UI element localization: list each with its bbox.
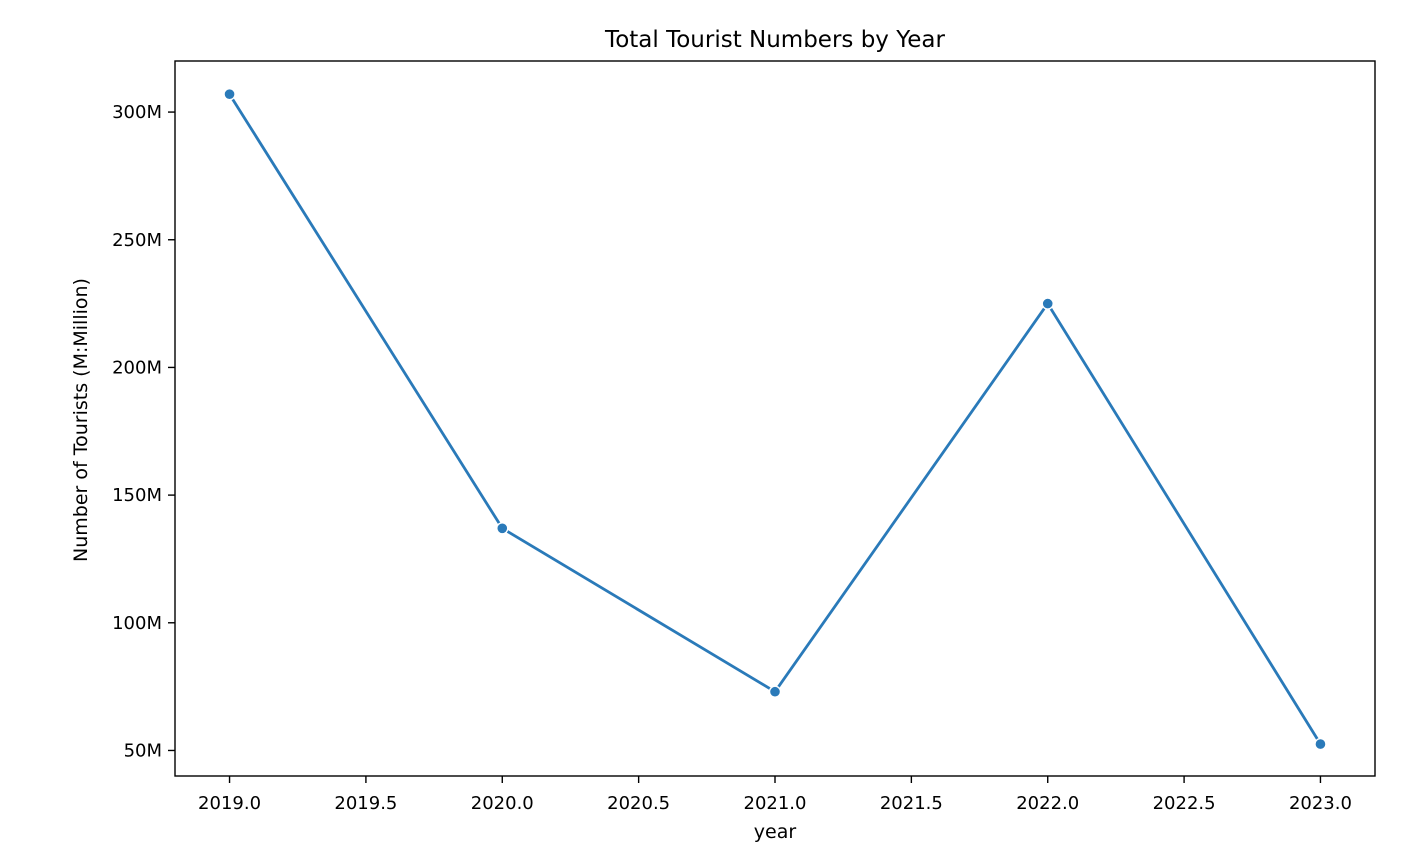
y-tick-label: 100M xyxy=(112,613,162,634)
data-point xyxy=(1314,737,1327,751)
x-tick-label: 2022.0 xyxy=(1016,793,1079,814)
x-tick-label: 2021.5 xyxy=(880,793,943,814)
x-tick-label: 2019.0 xyxy=(198,793,261,814)
x-tick-label: 2020.0 xyxy=(471,793,534,814)
y-axis: 50M 100M 150M 200M 250M 300M xyxy=(112,102,175,761)
data-point xyxy=(1041,297,1054,310)
y-tick-label: 200M xyxy=(112,357,162,378)
x-axis-label: year xyxy=(754,821,797,843)
y-tick-label: 150M xyxy=(112,485,162,506)
chart-title: Total Tourist Numbers by Year xyxy=(604,27,945,53)
y-axis-label: Number of Tourists (M:Million) xyxy=(70,278,92,562)
x-tick-label: 2023.0 xyxy=(1289,793,1352,814)
plot-area xyxy=(223,87,1327,751)
x-tick-label: 2019.5 xyxy=(334,793,397,814)
data-point xyxy=(496,522,509,535)
x-tick-label: 2022.5 xyxy=(1153,793,1216,814)
x-tick-label: 2020.5 xyxy=(607,793,670,814)
y-tick-label: 50M xyxy=(124,740,162,761)
x-axis: 2019.0 2019.5 2020.0 2020.5 2021.0 2021.5 2022… xyxy=(198,776,1352,814)
x-tick-label: 2021.0 xyxy=(744,793,807,814)
y-tick-label: 250M xyxy=(112,230,162,251)
data-point xyxy=(768,685,782,698)
data-point xyxy=(223,87,236,101)
y-tick-label: 300M xyxy=(112,102,162,123)
